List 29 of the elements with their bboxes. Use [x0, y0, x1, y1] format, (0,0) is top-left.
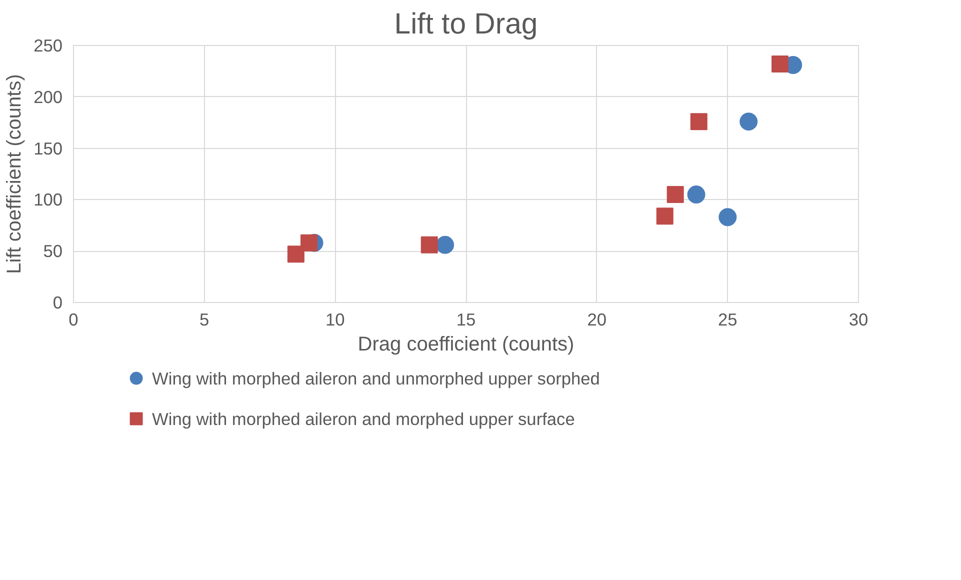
point: [740, 112, 758, 131]
chart-title: Lift to Drag: [394, 8, 538, 40]
y-tick-label: 200: [34, 86, 63, 107]
x-tick-label: 0: [68, 310, 78, 330]
point: [436, 236, 454, 254]
point: [656, 208, 674, 225]
x-tick-label: 10: [326, 310, 345, 330]
y-tick-label: 0: [52, 292, 63, 312]
point: [666, 186, 684, 204]
point: [300, 234, 318, 252]
y-tick-label: 100: [34, 190, 63, 210]
point: [772, 56, 788, 73]
x-tick-label: 30: [848, 310, 868, 330]
x-tick-label: 20: [587, 310, 606, 330]
y-tick-label: 150: [34, 138, 63, 158]
point: [690, 113, 708, 130]
x-tick-label: 15: [456, 310, 476, 330]
y-tick-label: 50: [43, 241, 63, 262]
x-axis-title: Drag coefficient (counts): [358, 334, 574, 356]
y-tick-label: 250: [34, 36, 63, 56]
point: [687, 186, 706, 204]
legend-label: Wing with morphed aileron and morphed upper surface: [152, 408, 575, 429]
x-tick-label: 25: [718, 310, 738, 330]
legend-label: Wing with morphed aileron and unmorphed upper sorphed: [152, 368, 600, 388]
y-axis-title: Lift coefficient (counts): [4, 74, 26, 274]
x-tick-label: 5: [200, 310, 210, 330]
point: [420, 236, 438, 254]
point: [287, 246, 304, 263]
point: [718, 208, 737, 226]
